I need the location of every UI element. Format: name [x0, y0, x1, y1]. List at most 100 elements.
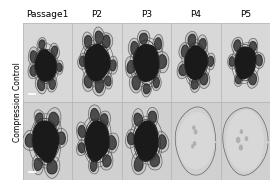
Polygon shape [105, 133, 119, 153]
Polygon shape [200, 73, 208, 85]
Polygon shape [84, 75, 92, 88]
Polygon shape [49, 79, 55, 89]
Polygon shape [103, 155, 111, 167]
Polygon shape [36, 113, 43, 123]
Polygon shape [134, 121, 158, 161]
Polygon shape [234, 40, 241, 51]
Polygon shape [133, 45, 159, 81]
Polygon shape [34, 110, 45, 127]
Circle shape [193, 126, 195, 129]
Polygon shape [150, 153, 159, 166]
Polygon shape [109, 60, 116, 71]
Polygon shape [46, 108, 61, 132]
Polygon shape [132, 76, 140, 90]
Circle shape [192, 145, 194, 148]
Polygon shape [33, 121, 59, 162]
Polygon shape [128, 38, 141, 58]
Polygon shape [95, 78, 104, 93]
Polygon shape [132, 109, 144, 130]
Polygon shape [181, 45, 189, 57]
Polygon shape [140, 33, 147, 44]
Polygon shape [128, 133, 135, 145]
Text: P2: P2 [92, 10, 103, 19]
Polygon shape [49, 43, 59, 59]
Polygon shape [93, 27, 105, 47]
Polygon shape [199, 39, 206, 50]
Polygon shape [51, 46, 58, 56]
Polygon shape [78, 126, 85, 137]
Polygon shape [178, 33, 215, 91]
Polygon shape [85, 44, 110, 81]
Circle shape [245, 137, 248, 140]
Polygon shape [124, 108, 168, 172]
Polygon shape [148, 150, 162, 170]
Polygon shape [248, 38, 258, 55]
Polygon shape [108, 136, 116, 149]
Polygon shape [100, 33, 113, 51]
Polygon shape [151, 74, 161, 91]
Polygon shape [129, 73, 143, 93]
Polygon shape [134, 157, 143, 171]
Polygon shape [83, 32, 94, 51]
Polygon shape [127, 61, 135, 73]
Polygon shape [156, 131, 169, 152]
Polygon shape [141, 81, 152, 97]
Polygon shape [185, 31, 198, 50]
Polygon shape [228, 54, 236, 69]
Polygon shape [132, 153, 146, 174]
Polygon shape [188, 34, 195, 47]
Polygon shape [249, 74, 256, 85]
Text: Compression Control: Compression Control [13, 62, 22, 142]
Polygon shape [126, 29, 167, 94]
Polygon shape [179, 42, 191, 59]
Polygon shape [32, 154, 44, 175]
Polygon shape [153, 77, 159, 88]
Polygon shape [83, 71, 94, 91]
Circle shape [240, 130, 242, 133]
Polygon shape [89, 105, 101, 126]
Polygon shape [28, 62, 39, 78]
Polygon shape [255, 55, 262, 66]
Polygon shape [137, 30, 150, 48]
Circle shape [237, 138, 240, 143]
Polygon shape [89, 157, 99, 174]
Polygon shape [85, 121, 109, 161]
Polygon shape [177, 61, 189, 79]
Polygon shape [155, 38, 161, 50]
Polygon shape [178, 113, 214, 169]
Polygon shape [105, 76, 111, 86]
Polygon shape [77, 108, 115, 175]
Polygon shape [26, 105, 67, 177]
Text: P4: P4 [190, 10, 201, 19]
Polygon shape [134, 113, 143, 126]
Polygon shape [37, 37, 46, 51]
Polygon shape [95, 31, 103, 43]
Polygon shape [197, 35, 208, 53]
Polygon shape [34, 159, 42, 170]
Polygon shape [175, 107, 216, 175]
Polygon shape [30, 65, 37, 76]
Polygon shape [253, 52, 265, 69]
Polygon shape [57, 132, 65, 144]
Circle shape [193, 142, 195, 145]
Polygon shape [227, 111, 263, 171]
Polygon shape [107, 56, 117, 74]
Polygon shape [38, 78, 45, 91]
Polygon shape [78, 143, 85, 153]
Polygon shape [157, 55, 167, 68]
Polygon shape [235, 76, 241, 84]
Polygon shape [232, 37, 243, 55]
Polygon shape [153, 34, 163, 53]
Polygon shape [80, 56, 86, 66]
Polygon shape [125, 57, 137, 78]
Polygon shape [131, 42, 139, 55]
Polygon shape [100, 151, 113, 170]
Polygon shape [143, 84, 150, 94]
Polygon shape [44, 156, 60, 178]
Polygon shape [155, 52, 169, 73]
Polygon shape [205, 53, 215, 70]
Polygon shape [223, 108, 268, 175]
Polygon shape [227, 36, 262, 89]
Polygon shape [92, 74, 106, 96]
Circle shape [239, 145, 242, 150]
